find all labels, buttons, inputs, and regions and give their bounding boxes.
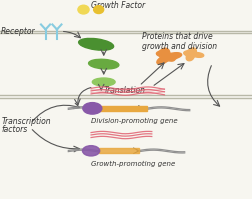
Text: Proteins that drive: Proteins that drive [141,32,212,41]
Circle shape [78,5,89,14]
Text: Receptor: Receptor [1,27,36,36]
Text: Division-promoting gene: Division-promoting gene [91,118,177,124]
Text: Growth Factor: Growth Factor [91,1,145,10]
Text: Translation: Translation [103,86,145,95]
Circle shape [93,6,103,14]
Ellipse shape [78,38,113,50]
Polygon shape [156,48,181,64]
Text: growth and division: growth and division [141,42,216,51]
Ellipse shape [82,146,99,156]
Ellipse shape [88,59,118,69]
Text: Transcription: Transcription [1,117,51,126]
Bar [98,148,139,153]
Text: factors: factors [1,125,27,134]
Ellipse shape [92,78,115,86]
Polygon shape [183,48,203,61]
Text: Growth-promoting gene: Growth-promoting gene [91,161,175,167]
Ellipse shape [82,103,101,114]
Bar [98,106,146,111]
